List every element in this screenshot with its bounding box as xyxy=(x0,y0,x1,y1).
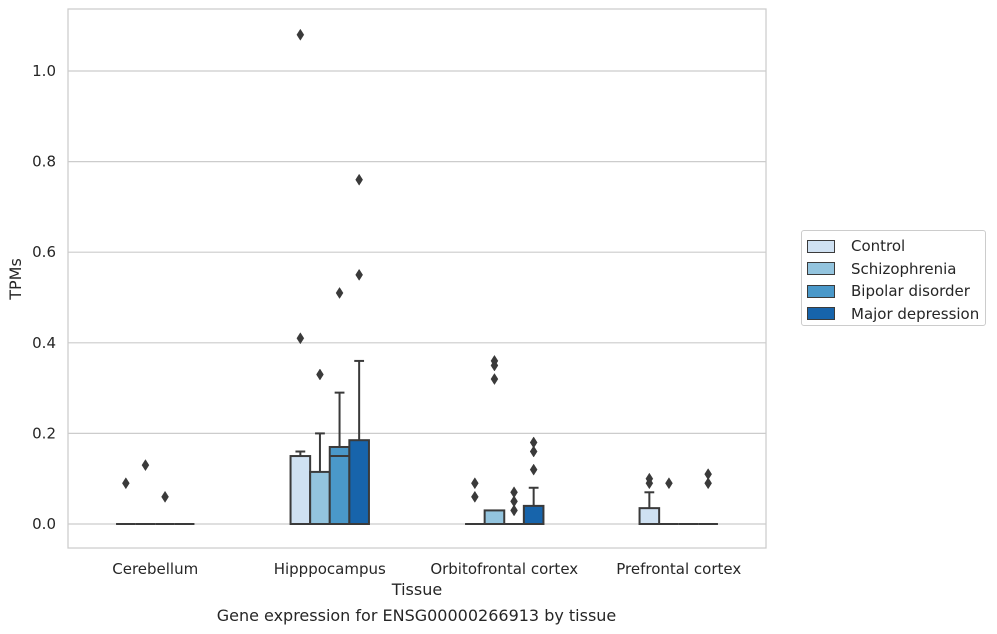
legend-swatch-major-depression xyxy=(807,307,835,321)
outlier-point xyxy=(704,477,712,490)
box-1-3 xyxy=(659,477,679,525)
plot-frame xyxy=(67,8,767,549)
box-1-1 xyxy=(309,368,331,525)
box-0-3 xyxy=(638,472,661,525)
y-tick-label: 0.0 xyxy=(32,515,56,533)
outlier-point xyxy=(355,268,363,281)
legend-label: Major depression xyxy=(851,304,980,323)
outlier-point xyxy=(471,477,479,490)
outlier-point xyxy=(316,368,324,381)
box-3-3 xyxy=(698,468,718,525)
box-body xyxy=(289,455,312,525)
y-tick-label: 1.0 xyxy=(32,62,56,80)
legend-label: Schizophrenia xyxy=(851,259,957,278)
box-1-2 xyxy=(483,354,506,526)
box-1-0 xyxy=(135,459,156,525)
outlier-point xyxy=(645,472,654,485)
x-tick-label: Cerebellum xyxy=(112,560,198,578)
y-tick-label: 0.2 xyxy=(32,424,56,442)
box-0-2 xyxy=(465,477,485,525)
outlier-point xyxy=(490,354,499,367)
outlier-point xyxy=(296,28,305,41)
grid-lines xyxy=(68,70,766,525)
outlier-point xyxy=(510,486,518,499)
outlier-point xyxy=(335,287,344,299)
legend-label: Control xyxy=(851,237,906,256)
outlier-point xyxy=(510,504,518,517)
x-tick-label: Hipppocampus xyxy=(274,560,386,578)
outlier-point xyxy=(471,490,479,503)
outlier-point xyxy=(161,490,169,503)
legend-swatch-bipolar-disorder xyxy=(807,284,835,298)
box-3-2 xyxy=(522,436,545,526)
legend-item-control: Control xyxy=(807,235,985,258)
outlier-point xyxy=(665,477,673,490)
legend-swatch-control xyxy=(807,239,835,253)
box-body xyxy=(348,439,370,526)
box-body xyxy=(483,509,506,526)
y-tick-label: 0.6 xyxy=(32,243,56,261)
box-body xyxy=(522,504,545,526)
boxes xyxy=(116,28,718,526)
outlier-point xyxy=(355,173,363,186)
legend-label: Bipolar disorder xyxy=(851,282,970,301)
chart-caption: Gene expression for ENSG00000266913 by t… xyxy=(216,606,617,625)
box-3-1 xyxy=(348,173,370,526)
legend-item-bipolar-disorder: Bipolar disorder xyxy=(807,280,985,303)
outlier-point xyxy=(122,477,130,490)
x-tick-label: Prefrontal cortex xyxy=(616,560,741,578)
legend-item-schizophrenia: Schizophrenia xyxy=(807,258,985,281)
y-tick-label: 0.8 xyxy=(32,153,56,171)
legend-swatch-schizophrenia xyxy=(807,262,835,276)
x-tick-label: Orbitofrontal cortex xyxy=(430,560,578,578)
y-tick-label: 0.4 xyxy=(32,334,56,352)
box-body xyxy=(309,470,331,525)
legend: Control Schizophrenia Bipolar disorder M… xyxy=(801,230,986,326)
outlier-point xyxy=(510,495,518,508)
box-2-1 xyxy=(328,287,351,525)
outlier-point xyxy=(141,459,150,472)
outlier-point xyxy=(490,373,499,386)
box-0-1 xyxy=(289,28,312,525)
outlier-point xyxy=(529,436,538,449)
x-axis-label: Tissue xyxy=(391,580,442,599)
box-body xyxy=(638,507,661,525)
axis-ticks: 0.0 0.2 0.4 0.6 0.8 1.0 Cerebellum Hipppocampus… xyxy=(32,62,741,578)
legend-item-major-depression: Major depression xyxy=(807,303,985,326)
outlier-point xyxy=(529,463,538,476)
box-2-2 xyxy=(504,486,524,525)
box-2-0 xyxy=(155,490,175,525)
outlier-point xyxy=(704,468,712,481)
box-body xyxy=(328,445,351,525)
outlier-point xyxy=(296,332,305,345)
box-0-0 xyxy=(116,477,136,525)
y-axis-label: TPMs xyxy=(6,258,25,301)
outlier-point xyxy=(529,445,538,458)
